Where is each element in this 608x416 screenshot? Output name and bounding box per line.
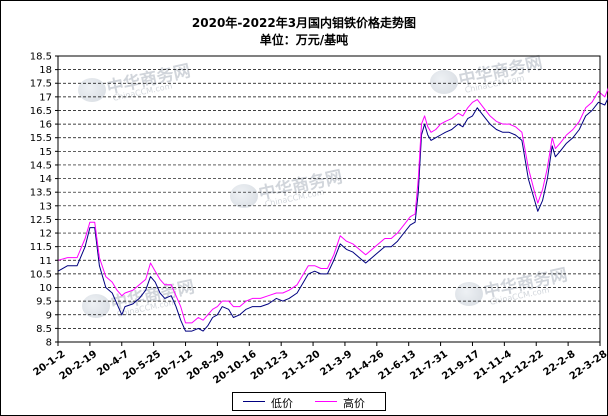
legend-label-high: 高价 <box>343 397 365 410</box>
watermark-logo: 中华商务网 ChinaCCM.com <box>230 167 380 240</box>
y-tick-label: 17.5 <box>30 79 52 90</box>
series-lines <box>57 87 608 332</box>
globe-icon <box>82 294 110 318</box>
globe-icon <box>230 184 258 208</box>
plot-area <box>57 55 601 343</box>
series-line-high <box>57 87 608 324</box>
y-tick-label: 12 <box>39 229 52 240</box>
chart-subtitle: 单位：万元/基吨 <box>259 33 349 47</box>
y-tick-label: 8 <box>46 338 52 349</box>
y-tick-label: 18.5 <box>30 52 52 63</box>
y-tick-label: 11 <box>39 256 52 267</box>
y-tick-label: 10.5 <box>30 269 52 280</box>
y-tick-label: 9 <box>46 310 52 321</box>
y-tick-label: 14 <box>39 174 52 185</box>
watermark-logo: 中华商务网 ChinaCCM.com <box>82 277 232 350</box>
y-tick-label: 17 <box>39 92 52 103</box>
watermark-logo: 中华商务网 ChinaCCM.com <box>455 265 605 338</box>
globe-icon <box>455 282 483 306</box>
y-tick-label: 18 <box>39 65 52 76</box>
y-tick-label: 10 <box>39 283 52 294</box>
globe-icon <box>78 78 106 102</box>
legend-swatch-low <box>243 401 265 402</box>
watermark-logo: 中华商务网 ChinaCCM.com <box>78 61 228 134</box>
legend-swatch-high <box>315 401 337 402</box>
y-tick-label: 16 <box>39 120 52 131</box>
watermark-logo: 中华商务网 ChinaCCM.com <box>430 53 580 126</box>
y-tick-label: 9.5 <box>36 297 52 308</box>
y-tick-label: 12.5 <box>30 215 52 226</box>
x-axis: 20-1-220-2-1920-4-720-5-2520-7-1220-8-29… <box>31 342 608 386</box>
y-tick-label: 15 <box>39 147 52 158</box>
y-tick-label: 13 <box>39 201 52 212</box>
gridlines <box>58 69 600 329</box>
y-tick-label: 15.5 <box>30 133 52 144</box>
legend-label-low: 低价 <box>271 397 293 410</box>
y-tick-label: 8.5 <box>36 324 52 335</box>
chart-title: 2020年-2022年3月国内钼铁价格走势图 <box>191 16 417 30</box>
y-tick-label: 11.5 <box>30 242 52 253</box>
series-line-low <box>57 97 608 332</box>
y-tick-label: 14.5 <box>30 160 52 171</box>
y-axis: 8 8.5 9 9.5 10 10.5 11 11.5 12 12.5 13 13.5 14 14.5 15… <box>30 52 58 349</box>
legend: 低价 高价 <box>232 392 386 411</box>
globe-icon <box>430 70 458 94</box>
y-tick-label: 13.5 <box>30 188 52 199</box>
y-tick-label: 16.5 <box>30 106 52 117</box>
